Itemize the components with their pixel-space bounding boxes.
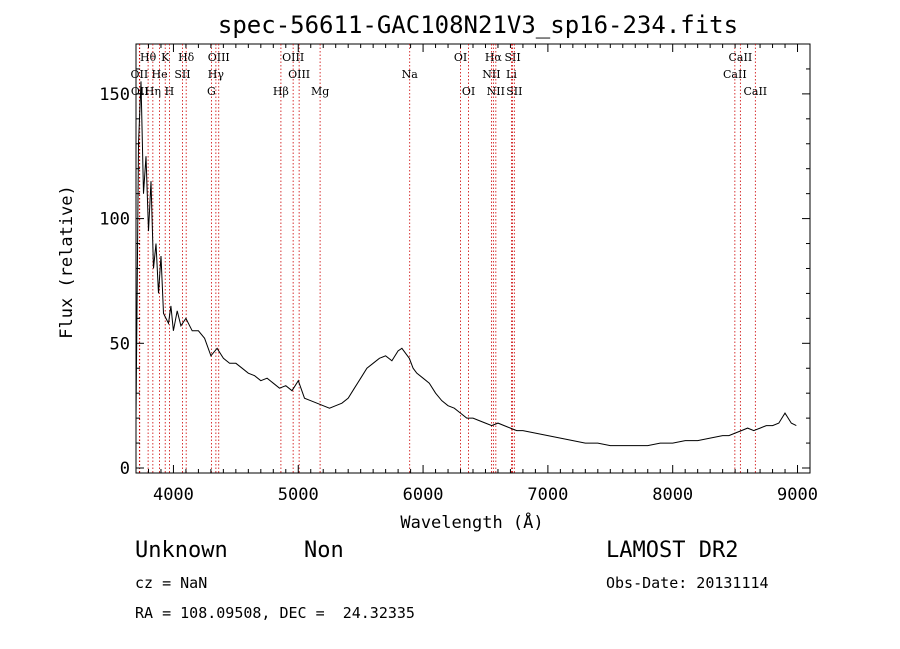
- line-label: OII: [131, 68, 149, 81]
- spectrum-line: [135, 81, 797, 447]
- line-label: Hη: [145, 85, 161, 98]
- line-label: CaII: [723, 68, 747, 81]
- spectrum-chart: spec-56611-GAC108N21V3_sp16-234.fits Hθ O…: [57, 11, 818, 533]
- line-label: SII: [174, 68, 190, 81]
- line-label: OII: [131, 85, 149, 98]
- x-tick-label: 6000: [403, 485, 444, 505]
- line-label: G: [207, 85, 216, 98]
- line-label: Hθ: [140, 51, 157, 64]
- line-label: OIII: [282, 51, 304, 64]
- line-label: He: [152, 68, 168, 81]
- x-tick-label: 5000: [278, 485, 319, 505]
- line-label: SII: [506, 85, 522, 98]
- y-tick-label: 0: [120, 459, 130, 479]
- line-label: Mg: [311, 85, 329, 98]
- line-label: K: [161, 51, 170, 64]
- spectrum-series: [135, 81, 797, 447]
- axis-ticks: 4000 5000 6000 7000 8000 9000 0 50 100 150: [99, 44, 818, 505]
- x-tick-label: 7000: [527, 485, 568, 505]
- line-label: Hβ: [273, 85, 289, 98]
- coordinates-text: RA = 108.09508, DEC = 24.32335: [135, 604, 415, 622]
- spectral-line-markers: Hθ OII OII K He Hη Hδ SII H OIII Hγ G OIII OIII Hβ Mg Na…: [131, 44, 767, 473]
- chart-title: spec-56611-GAC108N21V3_sp16-234.fits: [218, 11, 738, 39]
- line-label: OI: [462, 85, 475, 98]
- line-label: Na: [402, 68, 419, 81]
- x-tick-label: 9000: [777, 485, 818, 505]
- line-label: H: [165, 85, 175, 98]
- plot-frame: [135, 43, 811, 474]
- x-axis-label: Wavelength (Å): [400, 511, 543, 533]
- redshift-text: cz = NaN: [135, 574, 208, 592]
- y-axis-label: Flux (relative): [57, 185, 77, 339]
- survey-label: LAMOST DR2: [606, 538, 739, 563]
- line-label: CaII: [743, 85, 767, 98]
- y-tick-label: 50: [110, 334, 130, 354]
- line-label: Hδ: [178, 51, 195, 64]
- line-label: NII: [482, 68, 500, 81]
- class-label: Unknown: [135, 538, 228, 563]
- line-label: NII: [487, 85, 505, 98]
- line-label: CaII: [729, 51, 753, 64]
- line-label: SII: [504, 51, 520, 64]
- y-tick-label: 150: [99, 85, 130, 105]
- line-label: Hγ: [208, 68, 225, 81]
- obs-date-text: Obs-Date: 20131114: [606, 574, 769, 592]
- line-label: Hα: [485, 51, 503, 64]
- line-label: Li: [506, 68, 517, 81]
- subclass-label: Non: [304, 538, 344, 563]
- line-label: OI: [454, 51, 467, 64]
- x-tick-label: 8000: [652, 485, 693, 505]
- x-tick-label: 4000: [153, 485, 194, 505]
- line-label: OIII: [288, 68, 310, 81]
- y-tick-label: 100: [99, 210, 130, 230]
- line-label: OIII: [208, 51, 230, 64]
